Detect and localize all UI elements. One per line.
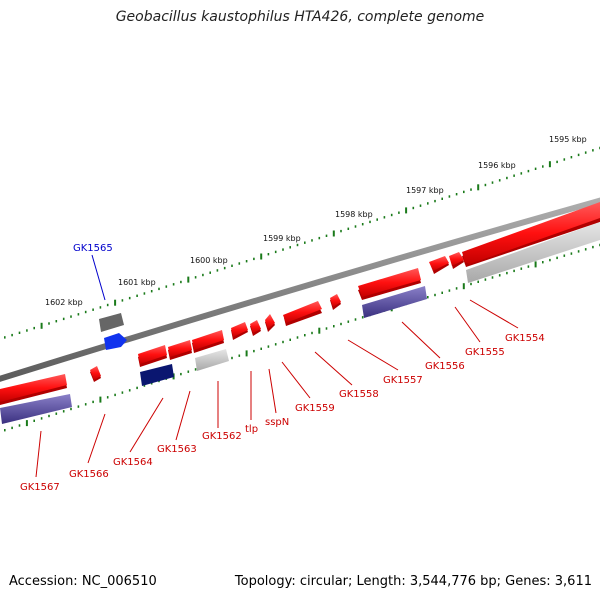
gene-gk1565-dark[interactable] bbox=[99, 313, 124, 332]
label-leaders bbox=[35, 254, 519, 478]
genome-backbone bbox=[0, 197, 600, 382]
label-gk1567[interactable]: GK1567 bbox=[20, 482, 60, 493]
gene-gk1566[interactable] bbox=[138, 345, 167, 367]
gene-gk1555[interactable] bbox=[449, 252, 464, 269]
genome-summary-text: Topology: circular; Length: 3,544,776 bp… bbox=[234, 574, 592, 589]
gene-gk1554-projection[interactable] bbox=[466, 222, 600, 283]
gene-tlp[interactable] bbox=[250, 320, 261, 336]
scale-label-1595: 1595 kbp bbox=[549, 135, 587, 144]
gene-gk1564-projection[interactable] bbox=[140, 364, 174, 386]
gene-gk1564[interactable] bbox=[168, 340, 192, 360]
gene-gk1557-projection[interactable] bbox=[362, 286, 427, 318]
gene-gk1557[interactable] bbox=[358, 268, 421, 300]
gene-gk1558[interactable] bbox=[330, 294, 341, 310]
scale-labels: 1595 kbp 1596 kbp 1597 kbp 1598 kbp 1599… bbox=[45, 135, 587, 307]
genome-title: Geobacillus kaustophilus HTA426, complet… bbox=[115, 9, 485, 25]
projection-track bbox=[0, 222, 600, 424]
label-gk1563[interactable]: GK1563 bbox=[157, 444, 197, 455]
label-gk1558[interactable]: GK1558 bbox=[339, 389, 379, 400]
label-sspn[interactable]: sspN bbox=[265, 417, 289, 428]
gene-gk1563[interactable] bbox=[192, 330, 224, 353]
scale-track-outer bbox=[4, 146, 600, 339]
scale-label-1599: 1599 kbp bbox=[263, 234, 301, 243]
label-gk1555[interactable]: GK1555 bbox=[465, 347, 505, 358]
scale-label-1596: 1596 kbp bbox=[478, 161, 516, 170]
gene-small-arrow[interactable] bbox=[90, 366, 101, 382]
gene-gk1562[interactable] bbox=[231, 322, 248, 340]
label-gk1554[interactable]: GK1554 bbox=[505, 333, 545, 344]
gene-gk1562-projection[interactable] bbox=[195, 349, 229, 371]
label-gk1565[interactable]: GK1565 bbox=[73, 243, 113, 254]
scale-label-1598: 1598 kbp bbox=[335, 210, 373, 219]
gene-sspn[interactable] bbox=[265, 314, 275, 332]
gene-labels: GK1565 GK1554 GK1555 GK1556 GK1557 GK155… bbox=[20, 243, 545, 493]
label-gk1556[interactable]: GK1556 bbox=[425, 361, 465, 372]
label-gk1562[interactable]: GK1562 bbox=[202, 431, 242, 442]
gene-gk1556[interactable] bbox=[429, 256, 449, 274]
forward-genes bbox=[0, 202, 600, 405]
gene-gk1567-projection[interactable] bbox=[0, 394, 72, 424]
scale-label-1602: 1602 kbp bbox=[45, 298, 83, 307]
label-gk1566[interactable]: GK1566 bbox=[69, 469, 109, 480]
gene-gk1559[interactable] bbox=[283, 301, 322, 326]
gene-gk1554[interactable] bbox=[462, 202, 600, 267]
label-gk1557[interactable]: GK1557 bbox=[383, 375, 423, 386]
scale-label-1600: 1600 kbp bbox=[190, 256, 228, 265]
label-tlp[interactable]: tlp bbox=[245, 424, 258, 435]
label-gk1559[interactable]: GK1559 bbox=[295, 403, 335, 414]
gene-gk1567[interactable] bbox=[0, 374, 67, 405]
accession-text: Accession: NC_006510 bbox=[9, 574, 157, 589]
label-gk1564[interactable]: GK1564 bbox=[113, 457, 153, 468]
scale-label-1597: 1597 kbp bbox=[406, 186, 444, 195]
scale-label-1601: 1601 kbp bbox=[118, 278, 156, 287]
gene-gk1565-blue[interactable] bbox=[104, 333, 127, 350]
